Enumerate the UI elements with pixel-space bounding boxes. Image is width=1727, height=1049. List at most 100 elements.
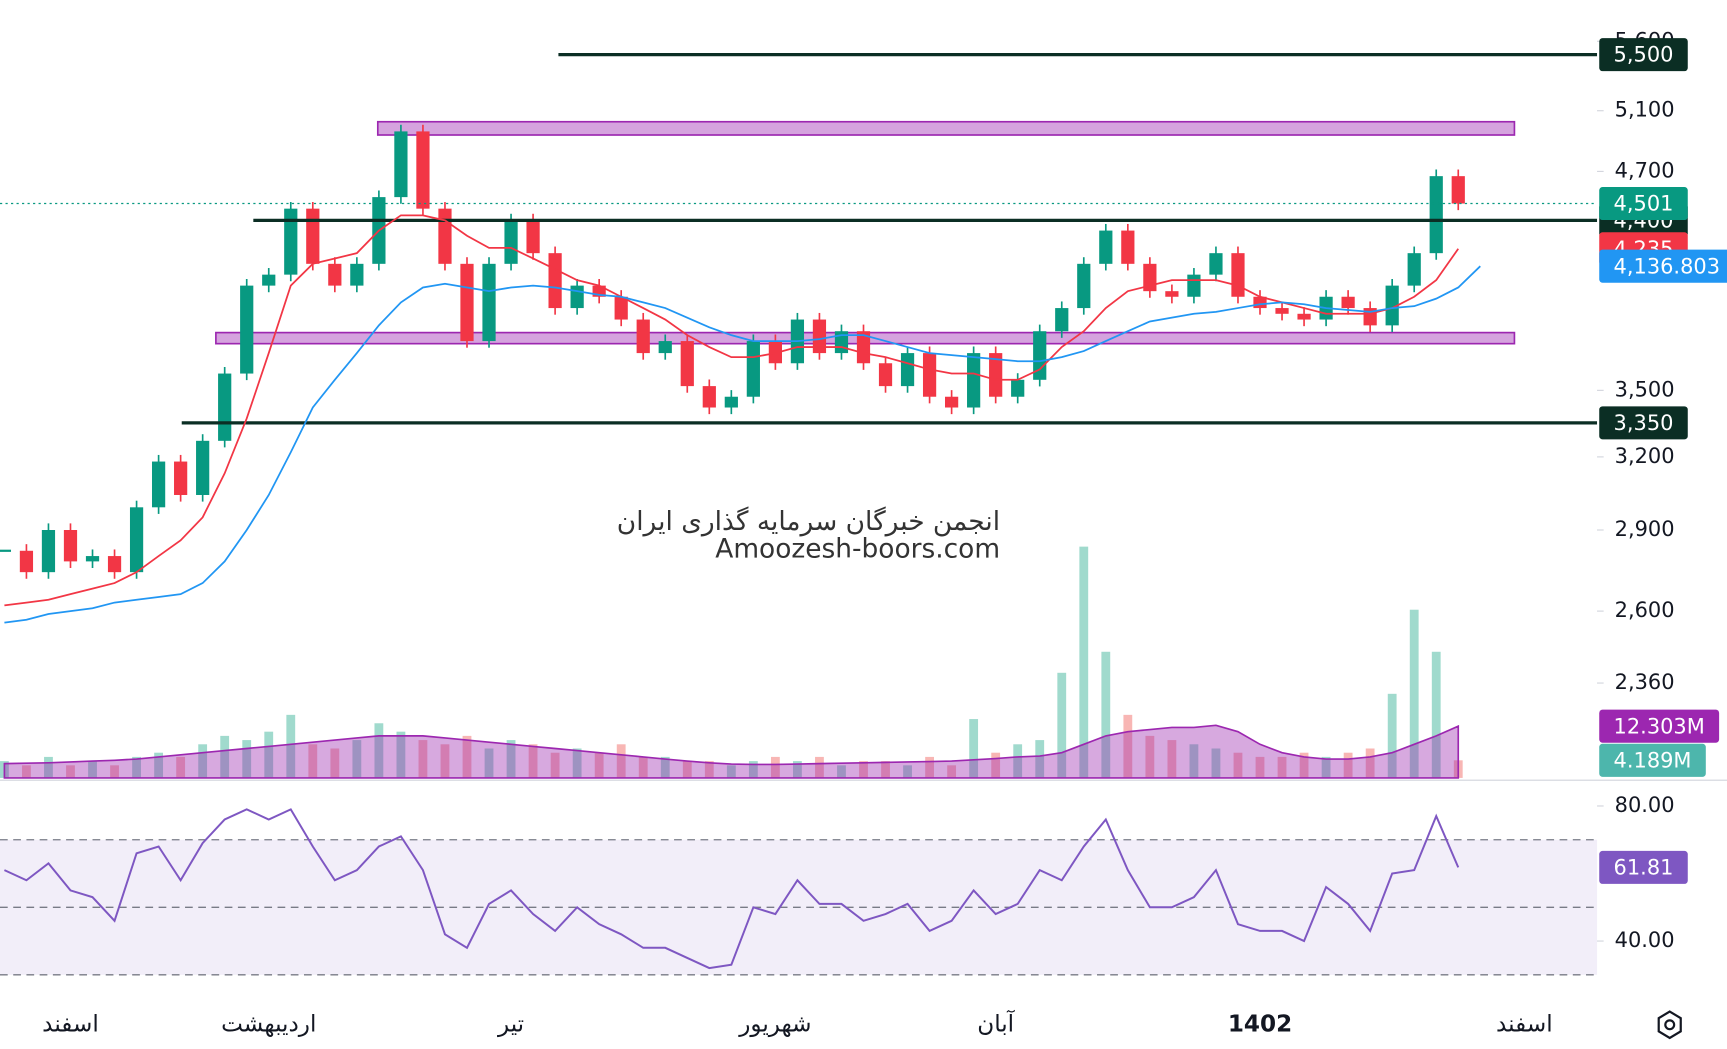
volume-bar (616, 744, 626, 778)
candle (614, 296, 628, 320)
candle (19, 550, 34, 573)
candle (702, 386, 716, 408)
candle (174, 461, 188, 495)
volume-bar (506, 740, 516, 778)
y-tick-label: 2,360 (1615, 670, 1675, 694)
volume-bar (1189, 744, 1199, 778)
volume-bar (881, 761, 890, 778)
volume-bar (308, 744, 318, 778)
volume-bar (154, 752, 164, 778)
candle (328, 263, 342, 286)
candle (416, 131, 430, 209)
candle (284, 208, 298, 275)
rsi-value-tag (1599, 850, 1688, 884)
y-tick-label: 3,200 (1615, 444, 1675, 468)
y-tick-label: 2,600 (1615, 598, 1675, 622)
volume-bar (1365, 748, 1375, 778)
settings-icon[interactable] (1657, 1010, 1682, 1040)
volume-bar (1145, 735, 1155, 778)
candle (1121, 230, 1135, 264)
candle (570, 285, 584, 309)
time-label: تیر (497, 1011, 524, 1037)
last-price-tag (1599, 186, 1688, 221)
level-tag (1599, 38, 1688, 72)
level-tag-label: 5,500 (1614, 43, 1674, 67)
tags-layer: 5,5004,4003,3504,2354,136.8034,50112.303… (1599, 38, 1727, 884)
candle (350, 263, 364, 286)
volume-bar (22, 765, 31, 778)
volume-bar (726, 765, 736, 778)
candle (1209, 253, 1223, 275)
candle (1253, 296, 1267, 309)
lines-layer (0, 53, 1598, 970)
candle (1451, 176, 1465, 204)
candle (768, 341, 782, 364)
volume-bar (132, 756, 141, 778)
candle (129, 507, 144, 573)
volume-bar (1079, 546, 1089, 778)
candle (1385, 285, 1399, 326)
volume-bar (638, 756, 648, 778)
candle (746, 341, 760, 397)
volume-bar (1431, 651, 1441, 778)
volume-bar (88, 761, 97, 778)
candle (240, 285, 254, 374)
candle (438, 208, 452, 264)
volume-bar (330, 748, 340, 778)
volume-bar (220, 735, 230, 778)
volume-last-tag-label: 4.189M (1614, 748, 1692, 772)
bands-layer (0, 839, 1598, 976)
candle (548, 253, 562, 309)
candle (680, 341, 694, 387)
y-tick-label: 4,700 (1615, 158, 1675, 182)
volume-bar (837, 765, 846, 778)
volume-last-tag (1599, 743, 1706, 777)
volume-ma-tag (1599, 709, 1720, 743)
volume-bar (528, 744, 538, 778)
volume-bar (1321, 756, 1331, 778)
y-tick-label: 80.00 (1615, 793, 1675, 817)
volume-ma-area (3, 724, 1460, 779)
settings-dot[interactable] (1664, 1019, 1676, 1031)
volume-bar (1387, 693, 1397, 778)
volume-bar (1101, 651, 1111, 778)
volume-bar (1123, 714, 1133, 778)
volume-bar (176, 756, 186, 778)
candle (967, 353, 981, 408)
volume-bar (352, 740, 362, 778)
volume-bar (198, 744, 208, 778)
candle (1275, 308, 1289, 314)
candle (63, 530, 78, 562)
candle (0, 549, 12, 552)
volume-bar (991, 752, 1001, 778)
candle (107, 556, 122, 573)
candle (196, 440, 210, 495)
time-label: اسفند (42, 1011, 99, 1037)
candle (1429, 176, 1443, 254)
volume-bar (1233, 752, 1243, 778)
volume-bar (572, 748, 582, 778)
y-tick-label: 5,100 (1615, 98, 1675, 122)
candle (1077, 263, 1091, 309)
candle (85, 556, 100, 562)
volume-bar (748, 761, 758, 778)
volume-bar (110, 765, 119, 778)
candle (1231, 253, 1245, 297)
volume-bar (770, 756, 780, 778)
y-tick-label: 40.00 (1615, 928, 1675, 952)
candle (878, 363, 893, 387)
volume-bar (550, 752, 560, 778)
rsi-value-tag-label: 61.81 (1614, 856, 1674, 880)
candle (922, 353, 937, 397)
volume-bar (440, 744, 450, 778)
y-tick-label: 3,500 (1615, 377, 1675, 401)
labels-layer: 5,6005,1004,7003,5003,2002,9002,6002,360… (42, 28, 1674, 1037)
volume-bar (264, 731, 274, 778)
candle (592, 285, 606, 297)
settings-hex[interactable] (1657, 1010, 1682, 1040)
volume-bar (1255, 756, 1265, 778)
volume-bar (242, 740, 252, 778)
marks-layer (0, 124, 1465, 778)
candle (1165, 291, 1179, 297)
